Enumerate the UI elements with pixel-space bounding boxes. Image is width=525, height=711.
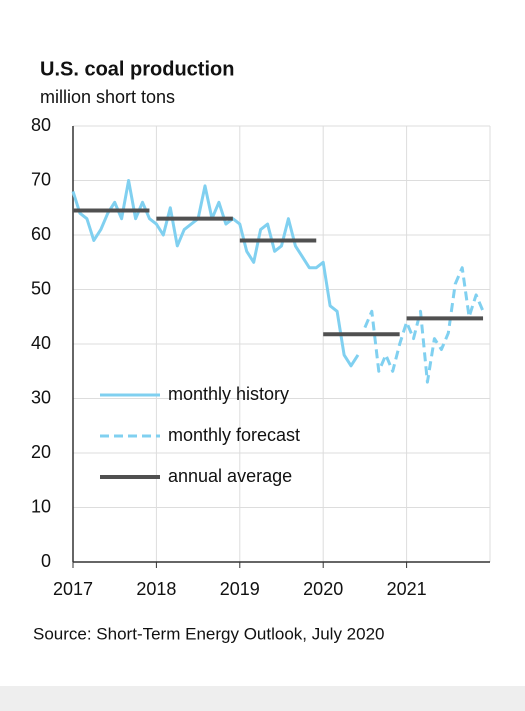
legend-label: monthly history <box>168 384 289 404</box>
x-tick-label: 2019 <box>220 579 260 599</box>
y-tick-label: 0 <box>41 551 51 571</box>
bottom-band <box>0 686 525 711</box>
chart-title: U.S. coal production <box>40 58 234 80</box>
x-tick-label: 2018 <box>136 579 176 599</box>
y-tick-label: 40 <box>31 333 51 353</box>
x-tick-label: 2017 <box>53 579 93 599</box>
y-tick-label: 80 <box>31 115 51 135</box>
x-tick-label: 2021 <box>387 579 427 599</box>
y-tick-label: 20 <box>31 442 51 462</box>
y-tick-label: 60 <box>31 224 51 244</box>
y-tick-label: 10 <box>31 496 51 516</box>
y-tick-label: 30 <box>31 387 51 407</box>
y-tick-label: 50 <box>31 278 51 298</box>
series-line <box>71 179 360 368</box>
legend-label: monthly forecast <box>168 425 300 445</box>
x-tick-label: 2020 <box>303 579 343 599</box>
source-note: Source: Short-Term Energy Outlook, July … <box>33 624 385 643</box>
series-line <box>363 266 485 384</box>
chart-subtitle: million short tons <box>40 87 175 107</box>
y-tick-label: 70 <box>31 169 51 189</box>
legend-label: annual average <box>168 466 292 486</box>
